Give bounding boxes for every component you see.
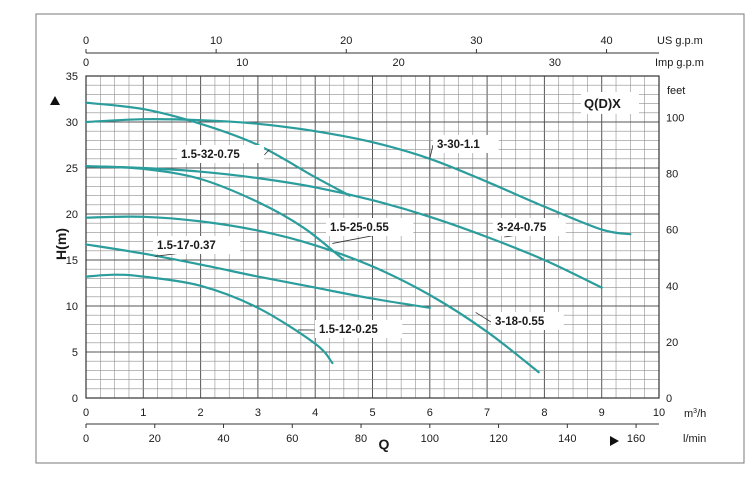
x-tick-label: 8: [541, 407, 547, 419]
y-axis-arrow-icon: [50, 96, 60, 105]
y-tick-label: 35: [66, 71, 78, 83]
callout-box: [326, 218, 414, 236]
feet-tick-label: 0: [666, 393, 672, 405]
lmin-tick-label: 140: [558, 433, 576, 445]
title-box: [581, 92, 639, 114]
y-tick-label: 10: [66, 301, 78, 313]
us-gpm-tick-label: 30: [470, 35, 482, 47]
y-tick-label: 30: [66, 117, 78, 129]
series-label: 3-18-0.55: [495, 316, 545, 328]
series-line: [84, 101, 351, 197]
lmin-unit-label: l/min: [683, 433, 706, 445]
x-axis-title: Q: [379, 436, 390, 452]
x-tick-label: 9: [599, 407, 605, 419]
callout-leader: [429, 144, 434, 159]
chart-grid: [85, 75, 660, 399]
feet-unit-label: feet: [667, 85, 685, 97]
series-label: 1.5-32-0.75: [181, 149, 240, 161]
x-tick-label: 0: [83, 407, 89, 419]
feet-tick-label: 60: [666, 225, 678, 237]
feet-tick-label: 100: [666, 113, 684, 125]
series-label: 3-30-1.1: [437, 139, 480, 151]
x-tick-label: 3: [255, 407, 261, 419]
y-axis-title: H(m): [53, 228, 69, 260]
feet-tick-label: 80: [666, 169, 678, 181]
series-label: 1.5-12-0.25: [319, 324, 378, 336]
lmin-tick-label: 40: [217, 433, 229, 445]
lmin-tick-label: 160: [627, 433, 645, 445]
lmin-tick-label: 60: [286, 433, 298, 445]
y-tick-label: 15: [66, 255, 78, 267]
x-tick-label: 7: [484, 407, 490, 419]
lmin-tick-label: 100: [421, 433, 439, 445]
y-tick-label: 5: [72, 347, 78, 359]
x-tick-label: 2: [198, 407, 204, 419]
callout-box: [153, 236, 241, 254]
callout-box: [177, 145, 265, 163]
y-tick-label: 25: [66, 163, 78, 175]
series-line: [84, 215, 540, 374]
chart-labels: 3-30-1.1 1.5-32-0.75 3-24-0.75 1.5-25-0.55 1…: [153, 135, 566, 338]
imp-gpm-tick-label: 10: [236, 57, 248, 69]
imp-gpm-tick-label: 20: [392, 57, 404, 69]
series-line: [84, 273, 334, 365]
lmin-tick-label: 0: [83, 433, 89, 445]
callout-leader: [263, 149, 270, 156]
outer-border: [35, 13, 745, 464]
series-label: 1.5-17-0.37: [157, 240, 216, 252]
feet-tick-label: 20: [666, 337, 678, 349]
lmin-tick-label: 80: [355, 433, 367, 445]
us-gpm-unit-label: US g.p.m: [657, 35, 703, 47]
us-gpm-tick-label: 20: [340, 35, 352, 47]
series-label: 3-24-0.75: [497, 222, 547, 234]
lmin-tick-label: 20: [149, 433, 161, 445]
series-label: 1.5-25-0.55: [330, 222, 389, 234]
plot-frame: [85, 75, 660, 399]
series-line: [84, 243, 431, 309]
imp-gpm-tick-label: 30: [549, 57, 561, 69]
y-tick-label: 0: [72, 393, 78, 405]
callout-box: [493, 218, 566, 236]
x-tick-label: 4: [312, 407, 318, 419]
chart-series: [84, 101, 632, 374]
callout-box: [315, 320, 403, 338]
callout-box: [491, 312, 564, 330]
lmin-tick-label: 120: [489, 433, 507, 445]
x-unit-label: m3/h: [684, 408, 706, 420]
us-gpm-tick-label: 0: [83, 35, 89, 47]
us-gpm-tick-label: 40: [600, 35, 612, 47]
callout-leader: [475, 312, 492, 323]
imp-gpm-tick-label: 0: [83, 57, 89, 69]
x-tick-label: 1: [140, 407, 146, 419]
x-axis-arrow-icon: [610, 436, 619, 446]
y-tick-label: 20: [66, 209, 78, 221]
us-gpm-tick-label: 10: [210, 35, 222, 47]
feet-tick-label: 40: [666, 281, 678, 293]
imp-gpm-unit-label: Imp g.p.m: [655, 57, 704, 69]
chart-title: Q(D)X: [584, 96, 621, 111]
series-line: [84, 165, 345, 262]
series-line: [84, 165, 603, 289]
x-tick-label: 6: [427, 407, 433, 419]
x-tick-label: 5: [369, 407, 375, 419]
callout-box: [433, 135, 499, 153]
x-tick-label: 10: [653, 407, 665, 419]
